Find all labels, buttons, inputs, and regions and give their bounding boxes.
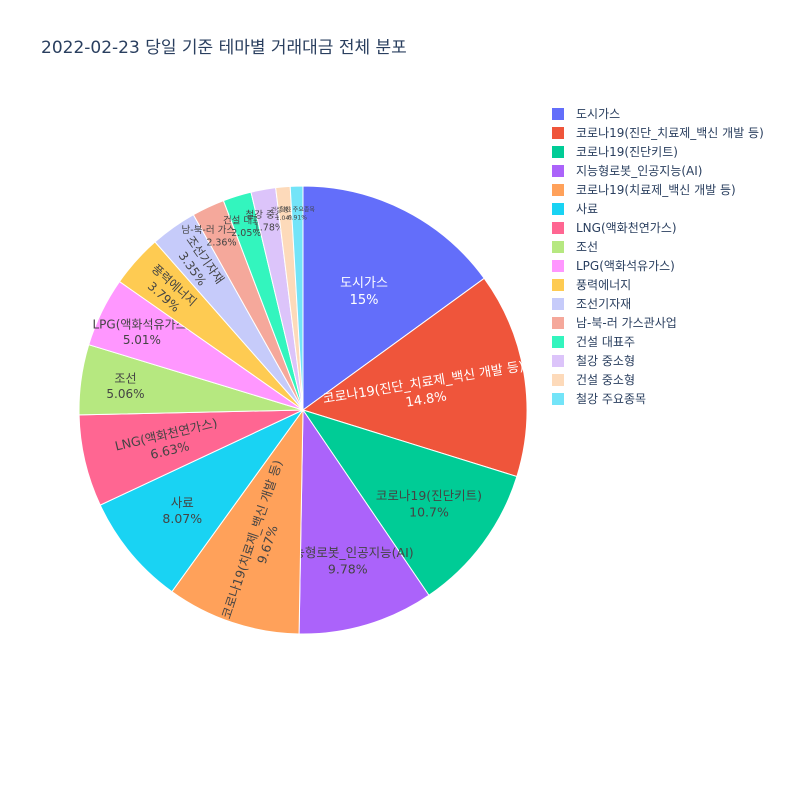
legend-label: 코로나19(치료제_백신 개발 등) [576,183,736,197]
slice-label-percent: 5.01% [123,333,161,347]
legend-item[interactable]: LNG(액화천연가스) [550,218,764,237]
legend-item[interactable]: LPG(액화석유가스) [550,256,764,275]
slice-label-name: LPG(액화석유가스) [92,318,191,332]
legend-label: 코로나19(진단키트) [576,145,678,159]
legend-label: 코로나19(진단_치료제_백신 개발 등) [576,126,764,140]
slice-label-name: 코로나19(진단키트) [376,488,482,503]
legend-swatch [552,145,564,158]
legend-swatch [552,392,564,405]
slice-label-name: 철강 중소형 [245,210,292,221]
legend-label: 조선기자재 [576,297,632,311]
slice-label-name: 도시가스 [340,276,388,291]
slice-label-percent: 1.78% [254,222,284,233]
legend-label: 남-북-러 가스관사업 [576,316,677,330]
legend-item[interactable]: 조선기자재 [550,294,764,313]
slice-label-percent: 14.8% [405,389,448,411]
legend-label: 건설 중소형 [576,373,636,387]
legend-item[interactable]: 건설 중소형 [550,370,764,389]
slice-label-percent: 10.7% [409,504,449,519]
pie-slice[interactable] [99,408,305,593]
legend-item[interactable]: 코로나19(진단키트) [550,142,764,161]
slice-label-percent: 15% [350,293,379,308]
slice-label-name: 철강 주요종목 [280,205,316,213]
legend-swatch [552,107,564,120]
legend-item[interactable]: 코로나19(치료제_백신 개발 등) [550,180,764,199]
legend-swatch [552,126,564,139]
legend-label: 사료 [576,202,599,216]
pie-slice[interactable] [298,408,430,635]
legend-item[interactable]: 남-북-러 가스관사업 [550,313,764,332]
legend-label: 도시가스 [576,107,621,121]
slice-label-name: 건설 대표주 [223,216,270,227]
slice-label-name: 조선 [114,372,136,386]
legend-swatch [552,221,564,234]
legend-swatch [552,335,564,348]
chart-title: 2022-02-23 당일 기준 테마별 거래대금 전체 분포 [41,38,407,58]
pie-slice[interactable] [301,409,518,596]
slice-label-name: 건설 중소형 [271,206,301,214]
slice-label-percent: 1.04% [276,215,295,222]
legend-item[interactable]: 코로나19(진단_치료제_백신 개발 등) [550,123,764,142]
pie-slice[interactable] [302,185,485,411]
legend-swatch [552,373,564,386]
legend-swatch [552,164,564,177]
slice-label: 사료8.07% [162,495,202,526]
legend-item[interactable]: 풍력에너지 [550,275,764,294]
legend-swatch [552,240,564,253]
legend-label: 지능형로봇_인공지능(AI) [576,164,703,178]
legend-label: 철강 중소형 [576,354,636,368]
legend-swatch [552,202,564,215]
slice-label-percent: 2.05% [231,228,261,239]
legend-swatch [552,278,564,291]
legend-item[interactable]: 조선 [550,237,764,256]
legend-swatch [552,354,564,367]
legend-label: 풍력에너지 [576,278,632,292]
legend-swatch [552,259,564,272]
pie-slice[interactable] [171,408,304,635]
slice-label: 코로나19(진단키트)10.7% [376,488,482,519]
slice-label-percent: 9.78% [328,561,368,576]
legend-swatch [552,297,564,310]
slice-label: 도시가스 15% [340,276,388,308]
slice-label: 조선5.06% [106,372,144,402]
legend-item[interactable]: 철강 중소형 [550,351,764,370]
slice-label: LPG(액화석유가스)5.01% [92,318,191,348]
legend-item[interactable]: 도시가스 [550,104,764,123]
slice-label-percent: 5.06% [106,387,144,401]
legend-item[interactable]: 철강 주요종목 [550,389,764,408]
slice-label-percent: 2.36% [206,237,236,248]
legend-item[interactable]: 사료 [550,199,764,218]
slice-label-percent: 0.91% [288,214,307,221]
legend-swatch [552,183,564,196]
slice-label-name: 사료 [171,495,194,510]
legend-label: LPG(액화석유가스) [576,259,675,273]
legend-label: 건설 대표주 [576,335,636,349]
pie-slice[interactable] [289,185,304,411]
legend-label: LNG(액화천연가스) [576,221,677,235]
slice-label: 지능형로봇_인공지능(AI)9.78% [282,545,414,576]
legend-item[interactable]: 지능형로봇_인공지능(AI) [550,161,764,180]
legend-item[interactable]: 건설 대표주 [550,332,764,351]
slice-label-percent: 8.07% [162,511,202,526]
legend-swatch [552,316,564,329]
legend-label: 철강 주요종목 [576,392,647,406]
legend-label: 조선 [576,240,599,254]
slice-label-name: 지능형로봇_인공지능(AI) [282,545,414,560]
